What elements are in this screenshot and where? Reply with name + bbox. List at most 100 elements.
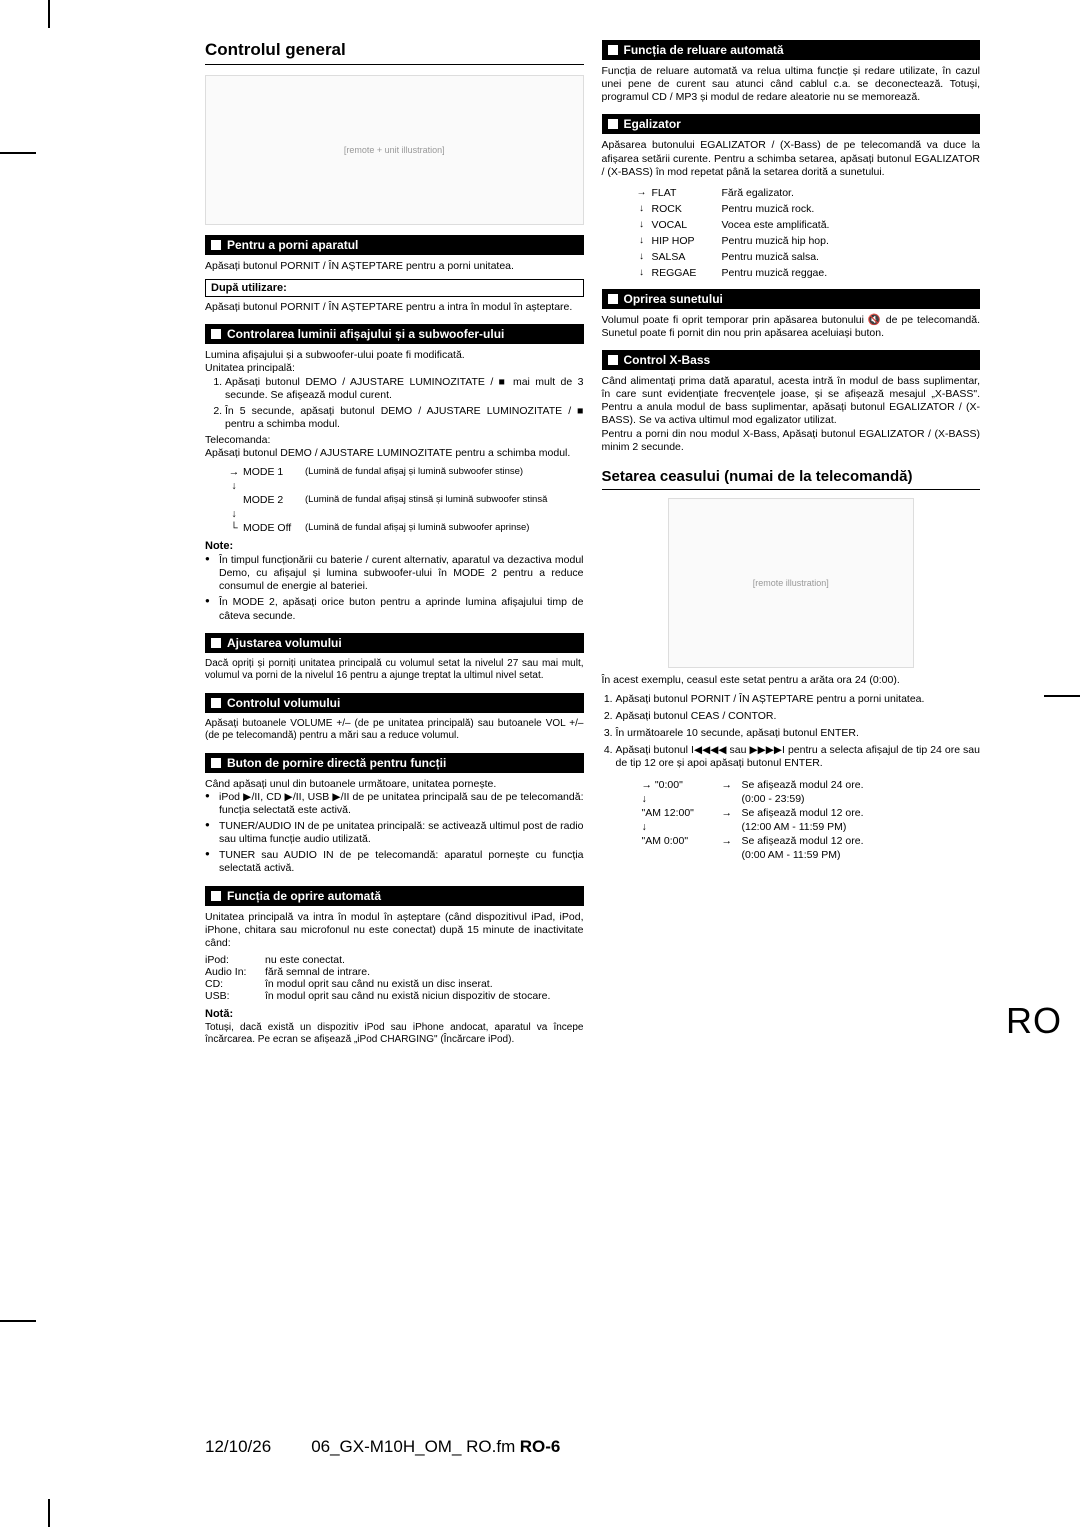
step: Apăsați butonul PORNIT / ÎN AȘTEPTARE pe… xyxy=(616,693,981,706)
eq-mode: SALSA xyxy=(652,251,722,263)
clock-desc: Se afișează modul 12 ore. xyxy=(742,835,981,847)
mode-val: (Lumină de fundal afișaj și lumină subwo… xyxy=(305,466,584,477)
list-item: În 5 secunde, apăsați butonul DEMO / AJU… xyxy=(225,405,584,431)
list-item: Apăsați butonul DEMO / AJUSTARE LUMINOZI… xyxy=(225,376,584,402)
right-column: Funcția de reluare automată Funcția de r… xyxy=(602,40,981,1047)
section-auto-resume: Funcția de reluare automată xyxy=(602,40,981,60)
eq-mode: FLAT xyxy=(652,187,722,199)
section-volume-control: Controlul volumului xyxy=(205,693,584,713)
section-equalizer: Egalizator xyxy=(602,114,981,134)
clock-desc: Se afișează modul 12 ore. xyxy=(742,807,981,819)
note-heading: Note: xyxy=(205,540,584,554)
down-arrow xyxy=(642,849,722,861)
eq-desc: Pentru muzică salsa. xyxy=(722,251,981,263)
inactivity-table: iPod:nu este conectat. Audio In:fără sem… xyxy=(205,954,584,1002)
mode-val: (Lumină de fundal afișaj stinsă și lumin… xyxy=(305,494,584,505)
eq-desc: Fără egalizator. xyxy=(722,187,981,199)
note-item: În timpul funcționării cu baterie / cure… xyxy=(205,554,584,593)
note-heading: Notă: xyxy=(205,1008,584,1022)
text: Unitatea principală: xyxy=(205,362,584,375)
section-mute: Oprirea sunetului xyxy=(602,289,981,309)
text: Pentru a porni din nou modul X-Bass, Apă… xyxy=(602,428,981,454)
text: Telecomanda: xyxy=(205,434,584,447)
arrow-icon: → xyxy=(722,779,742,791)
crop-mark xyxy=(1044,695,1080,697)
text: Dacă opriți și porniți unitatea principa… xyxy=(205,658,584,683)
text: Lumina afișajului și a subwoofer-ului po… xyxy=(205,349,584,362)
clock-range: (0:00 AM - 11:59 PM) xyxy=(742,849,981,861)
mode-cycle-diagram: →MODE 1(Lumină de fundal afișaj și lumin… xyxy=(225,466,584,534)
clock-key: "AM 12:00" xyxy=(642,807,722,819)
list-item: TUNER/AUDIO IN de pe unitatea principală… xyxy=(205,820,584,846)
mode-key: MODE 1 xyxy=(243,466,305,478)
clock-mode-table: → "0:00"→Se afișează modul 24 ore.↓(0:00… xyxy=(642,779,981,861)
crop-mark xyxy=(48,1499,50,1527)
page-number: RO-6 xyxy=(520,1437,561,1457)
eq-mode: HIP HOP xyxy=(652,235,722,247)
left-column: Controlul general [remote + unit illustr… xyxy=(205,40,584,1047)
footer: 12/10/26 06_GX-M10H_OM_ RO.fm RO-6 xyxy=(0,1437,1080,1457)
text: Apăsați butoanele VOLUME +/– (de pe unit… xyxy=(205,718,584,743)
eq-arrow: ↓ xyxy=(632,251,652,263)
text: Când apăsați unul din butoanele următoar… xyxy=(205,778,584,791)
list-item: iPod ▶/II, CD ▶/II, USB ▶/II de pe unita… xyxy=(205,791,584,817)
footer-date: 12/10/26 xyxy=(205,1437,271,1457)
step: În următoarele 10 secunde, apăsați buton… xyxy=(616,727,981,740)
section-power-on: Pentru a porni aparatul xyxy=(205,235,584,255)
step: Apăsați butonul CEAS / CONTOR. xyxy=(616,710,981,723)
heading-clock-setting: Setarea ceasului (numai de la telecomand… xyxy=(602,468,981,490)
arrow-icon: → xyxy=(722,835,742,847)
down-arrow: ↓ xyxy=(642,821,722,833)
section-display-light: Controlarea luminii afișajului și a subw… xyxy=(205,324,584,344)
section-xbass: Control X-Bass xyxy=(602,350,981,370)
clock-desc: Se afișează modul 24 ore. xyxy=(742,779,981,791)
text: În acest exemplu, ceasul este setat pent… xyxy=(602,674,981,687)
v: fără semnal de intrare. xyxy=(265,966,584,978)
section-direct-power: Buton de pornire directă pentru funcții xyxy=(205,753,584,773)
text: Volumul poate fi oprit temporar prin apă… xyxy=(602,314,981,340)
k: CD: xyxy=(205,978,265,990)
eq-mode: VOCAL xyxy=(652,219,722,231)
text: Apăsați butonul PORNIT / ÎN AȘTEPTARE pe… xyxy=(205,301,584,314)
crop-mark xyxy=(48,0,50,28)
v: în modul oprit sau când nu există un dis… xyxy=(265,978,584,990)
section-volume-adjust: Ajustarea volumului xyxy=(205,633,584,653)
footer-filename: 06_GX-M10H_OM_ RO.fm xyxy=(311,1437,515,1457)
figure-remote-clock: [remote illustration] xyxy=(668,498,914,668)
eq-desc: Pentru muzică reggae. xyxy=(722,267,981,279)
clock-range: (12:00 AM - 11:59 PM) xyxy=(742,821,981,833)
list-item: TUNER sau AUDIO IN de pe telecomandă: ap… xyxy=(205,849,584,875)
arrow-icon: → xyxy=(722,807,742,819)
text: Apăsați butonul DEMO / AJUSTARE LUMINOZI… xyxy=(205,447,584,460)
clock-key: "AM 0:00" xyxy=(642,835,722,847)
eq-mode: ROCK xyxy=(652,203,722,215)
text: Totuși, dacă există un dispozitiv iPod s… xyxy=(205,1022,584,1047)
eq-arrow: ↓ xyxy=(632,219,652,231)
k: iPod: xyxy=(205,954,265,966)
eq-arrow: ↓ xyxy=(632,203,652,215)
figure-remote-and-unit: [remote + unit illustration] xyxy=(205,75,584,225)
text: Unitatea principală va intra în modul în… xyxy=(205,911,584,950)
section-auto-off: Funcția de oprire automată xyxy=(205,886,584,906)
eq-desc: Pentru muzică hip hop. xyxy=(722,235,981,247)
crop-mark xyxy=(0,1320,36,1322)
text: Apăsarea butonului EGALIZATOR / (X-Bass)… xyxy=(602,139,981,178)
heading-general-control: Controlul general xyxy=(205,40,584,65)
text: Când alimentați prima dată aparatul, ace… xyxy=(602,375,981,428)
eq-arrow: → xyxy=(632,187,652,199)
eq-desc: Pentru muzică rock. xyxy=(722,203,981,215)
down-arrow: ↓ xyxy=(642,793,722,805)
mode-key: MODE 2 xyxy=(243,494,305,506)
equalizer-table: →FLATFără egalizator.↓ROCKPentru muzică … xyxy=(632,187,981,279)
eq-arrow: ↓ xyxy=(632,235,652,247)
k: USB: xyxy=(205,990,265,1002)
text: Funcția de reluare automată va relua ult… xyxy=(602,65,981,104)
text: Apăsați butonul PORNIT / ÎN AȘTEPTARE pe… xyxy=(205,260,584,273)
eq-desc: Vocea este amplificată. xyxy=(722,219,981,231)
clock-range: (0:00 - 23:59) xyxy=(742,793,981,805)
eq-mode: REGGAE xyxy=(652,267,722,279)
note-item: În MODE 2, apăsați orice buton pentru a … xyxy=(205,596,584,622)
eq-arrow: ↓ xyxy=(632,267,652,279)
k: Audio In: xyxy=(205,966,265,978)
mode-val: (Lumină de fundal afișaj și lumină subwo… xyxy=(305,522,584,533)
